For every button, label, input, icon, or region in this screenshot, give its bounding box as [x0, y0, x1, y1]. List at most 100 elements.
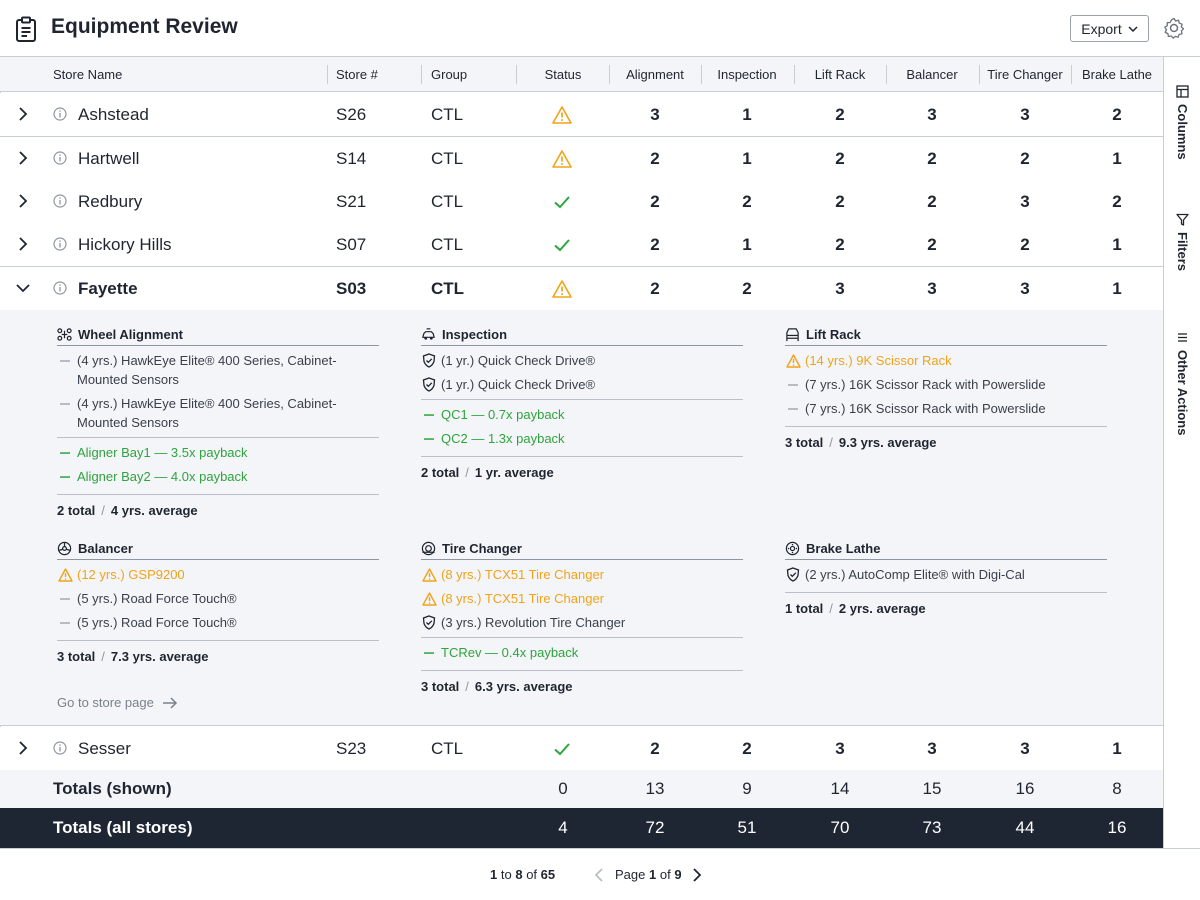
store-name: Ashstead — [78, 105, 149, 124]
chevron-right-icon[interactable] — [15, 740, 31, 756]
payback-item: TCRev — 0.4x payback — [421, 643, 743, 662]
total-brake-lathe: 16 — [1107, 818, 1127, 837]
chevron-down-icon[interactable] — [15, 280, 31, 296]
section-title: Lift Rack — [785, 324, 1107, 346]
count-lift-rack: 2 — [835, 149, 845, 168]
chevron-right-icon[interactable] — [15, 106, 31, 122]
table-row[interactable]: Fayette S03 CTL 2 2 3 3 3 1 — [0, 267, 1163, 311]
col-store-name[interactable]: Store Name — [53, 67, 123, 82]
count-inspection: 1 — [742, 235, 752, 254]
filter-icon — [1176, 213, 1189, 226]
store-group: CTL — [431, 739, 464, 758]
store-name: Hickory Hills — [78, 235, 172, 254]
count-lift-rack: 2 — [835, 235, 845, 254]
count-balancer: 3 — [927, 279, 937, 298]
gear-icon[interactable] — [1162, 16, 1186, 40]
section-balancer: Balancer (12 yrs.) GSP9200 (5 yrs.) Road… — [57, 538, 379, 664]
export-button[interactable]: Export — [1070, 15, 1149, 42]
count-lift-rack: 2 — [835, 192, 845, 211]
info-icon[interactable] — [53, 237, 67, 251]
total-inspection: 51 — [737, 818, 757, 837]
count-tire-changer: 2 — [1020, 235, 1030, 254]
warning-icon — [552, 149, 572, 169]
lift-rack-icon — [786, 328, 799, 342]
section-total: 2 total/4 yrs. average — [57, 494, 379, 518]
section-title: Tire Changer — [421, 538, 743, 560]
table-row[interactable]: Ashstead S26 CTL 3 1 2 3 3 2 — [0, 93, 1163, 137]
chevron-down-icon — [1128, 25, 1138, 32]
store-name: Fayette — [78, 279, 138, 298]
total-tire-changer: 16 — [1015, 779, 1035, 798]
count-brake-lathe: 2 — [1112, 192, 1122, 211]
section-title: Brake Lathe — [785, 538, 1107, 560]
store-detail-panel: Wheel Alignment (4 yrs.) HawkEye Elite® … — [0, 310, 1163, 726]
col-alignment[interactable]: Alignment — [626, 67, 684, 82]
total-tire-changer: 44 — [1015, 818, 1035, 837]
section-tire-changer: Tire Changer (8 yrs.) TCX51 Tire Changer… — [421, 538, 743, 694]
col-brake-lathe[interactable]: Brake Lathe — [1081, 67, 1153, 82]
equipment-item: (7 yrs.) 16K Scissor Rack with Powerslid… — [785, 399, 1107, 418]
chevron-right-icon[interactable] — [15, 236, 31, 252]
col-tire-changer[interactable]: Tire Changer — [987, 67, 1063, 82]
equipment-item: (5 yrs.) Road Force Touch® — [57, 589, 379, 608]
alignment-icon — [57, 328, 72, 341]
rail-filters-tab[interactable]: Filters — [1164, 213, 1200, 271]
info-icon[interactable] — [53, 194, 67, 208]
menu-icon — [1178, 333, 1187, 342]
count-balancer: 2 — [927, 149, 937, 168]
count-tire-changer: 3 — [1020, 192, 1030, 211]
page-indicator: Page 1 of 9 — [615, 867, 682, 882]
count-brake-lathe: 1 — [1112, 149, 1122, 168]
col-balancer[interactable]: Balancer — [906, 67, 958, 82]
info-icon[interactable] — [53, 151, 67, 165]
check-icon — [552, 192, 572, 212]
count-alignment: 2 — [650, 149, 660, 168]
total-balancer: 73 — [922, 818, 942, 837]
total-status: 0 — [558, 779, 568, 798]
col-status[interactable]: Status — [544, 67, 582, 82]
info-icon[interactable] — [53, 107, 67, 121]
total-status: 4 — [558, 818, 568, 837]
info-icon[interactable] — [53, 741, 67, 755]
columns-icon — [1176, 85, 1189, 98]
section-title: Wheel Alignment — [57, 324, 379, 346]
totals-shown-label: Totals (shown) — [53, 779, 172, 798]
warning-icon — [552, 105, 572, 125]
section-brake-lathe: Brake Lathe (2 yrs.) AutoComp Elite® wit… — [785, 538, 1107, 616]
section-total: 1 total/2 yrs. average — [785, 592, 1107, 616]
store-group: CTL — [431, 279, 465, 298]
section-lift-rack: Lift Rack (14 yrs.) 9K Scissor Rack (7 y… — [785, 324, 1107, 450]
export-label: Export — [1081, 20, 1122, 37]
table-row[interactable]: Sesser S23 CTL 2 2 3 3 3 1 — [0, 727, 1163, 771]
warning-icon — [421, 591, 437, 606]
info-icon[interactable] — [53, 281, 67, 295]
count-alignment: 3 — [650, 105, 660, 124]
col-store-num[interactable]: Store # — [336, 67, 378, 82]
col-lift-rack[interactable]: Lift Rack — [814, 67, 866, 82]
count-lift-rack: 3 — [835, 739, 845, 758]
chevron-right-icon[interactable] — [15, 150, 31, 166]
chevron-right-icon[interactable] — [15, 193, 31, 209]
section-title: Inspection — [421, 324, 743, 346]
count-lift-rack: 2 — [835, 105, 845, 124]
pagination-bar: 1 to 8 of 65 Page 1 of 9 — [0, 848, 1200, 900]
store-number: S03 — [336, 279, 367, 298]
totals-all-label: Totals (all stores) — [53, 818, 193, 837]
table-row[interactable]: Hickory Hills S07 CTL 2 1 2 2 2 1 — [0, 223, 1163, 267]
car-inspection-icon — [422, 328, 435, 340]
table-row[interactable]: Hartwell S14 CTL 2 1 2 2 2 1 — [0, 137, 1163, 181]
warning-icon — [552, 279, 572, 299]
table-row[interactable]: Redbury S21 CTL 2 2 2 2 3 2 — [0, 180, 1163, 224]
count-brake-lathe: 2 — [1112, 105, 1122, 124]
count-tire-changer: 3 — [1020, 279, 1030, 298]
section-total: 3 total/6.3 yrs. average — [421, 670, 743, 694]
equipment-item: (3 yrs.) Revolution Tire Changer — [421, 613, 743, 632]
rail-columns-tab[interactable]: Columns — [1164, 85, 1200, 160]
go-to-store-link[interactable]: Go to store page — [57, 695, 178, 710]
col-inspection[interactable]: Inspection — [717, 67, 777, 82]
payback-item: QC1 — 0.7x payback — [421, 405, 743, 424]
next-page-button[interactable] — [690, 867, 704, 883]
rail-other-actions-tab[interactable]: Other Actions — [1164, 331, 1200, 435]
prev-page-button[interactable] — [592, 867, 606, 883]
col-group[interactable]: Group — [431, 67, 468, 82]
